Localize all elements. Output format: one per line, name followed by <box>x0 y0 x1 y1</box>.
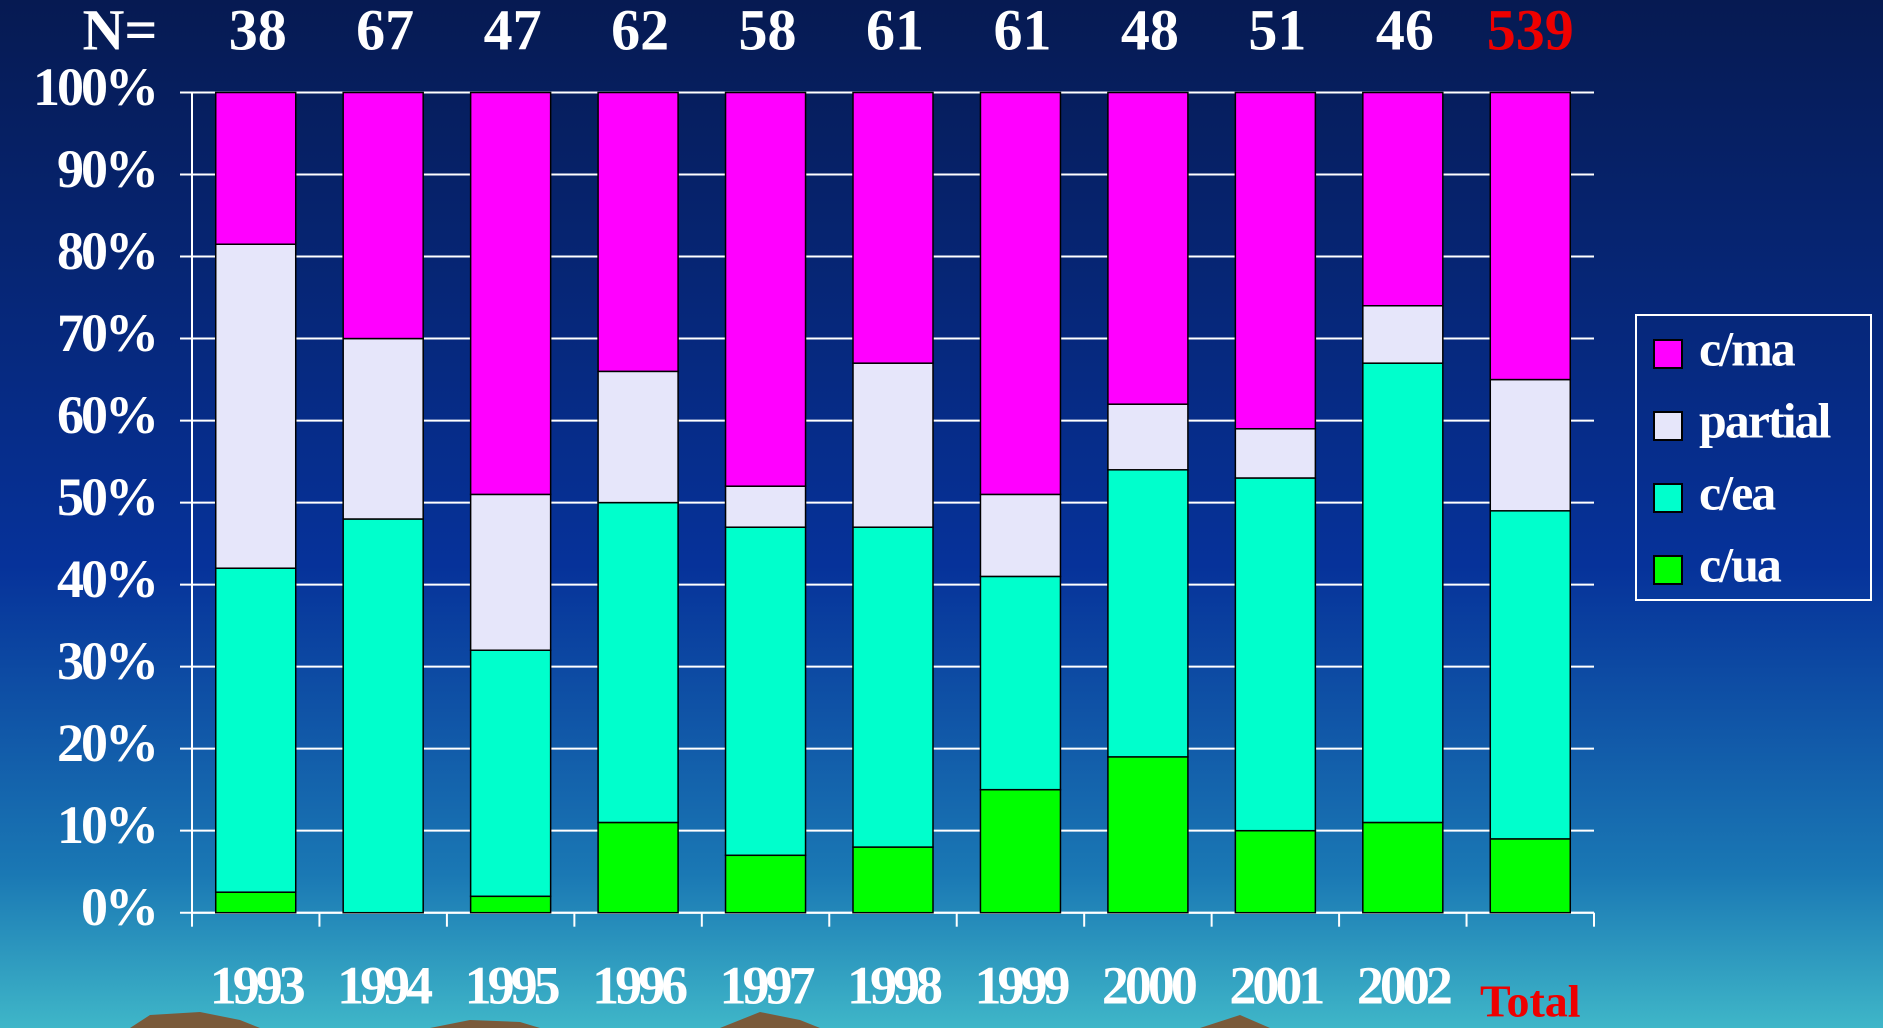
n-label: N= <box>83 0 158 62</box>
bar-segment <box>1489 838 1572 914</box>
bar-segment <box>979 493 1062 578</box>
y-tick-label: 70% <box>57 303 156 363</box>
legend-swatch <box>1653 411 1683 441</box>
legend-label: c/ea <box>1699 464 1776 520</box>
x-tick-label: 1994 <box>337 955 432 1015</box>
x-tick-label: 1998 <box>847 955 942 1015</box>
bar-segment <box>1107 403 1189 471</box>
bar-segment <box>1234 428 1317 479</box>
n-value: 38 <box>229 0 287 62</box>
bar-segment <box>1362 91 1444 307</box>
y-tick-label: 50% <box>57 467 156 527</box>
rocks <box>130 1012 1270 1028</box>
y-tick-label: 100% <box>33 57 156 117</box>
bar-segment <box>1362 821 1444 914</box>
y-tick-label: 30% <box>57 631 156 691</box>
x-tick-label: 2001 <box>1229 955 1323 1015</box>
bar-segment <box>342 91 424 340</box>
legend-swatch <box>1653 483 1683 513</box>
bar-segment <box>1107 469 1189 758</box>
x-tick-label: 1996 <box>592 955 687 1015</box>
bar-segment <box>1362 305 1444 364</box>
bar-segment <box>597 370 679 504</box>
n-value: 62 <box>611 0 669 62</box>
bar-segment <box>597 91 679 373</box>
n-value: 51 <box>1248 0 1306 62</box>
legend-swatch <box>1653 339 1683 369</box>
x-tick-label: 2000 <box>1102 955 1196 1015</box>
bar-segment <box>1489 510 1572 840</box>
bar-segment <box>979 91 1062 496</box>
bar-segment <box>1362 362 1444 824</box>
bar-segment <box>469 649 552 898</box>
y-tick-label: 90% <box>57 139 156 199</box>
n-value: 61 <box>993 0 1051 62</box>
bar-segment <box>1107 91 1189 405</box>
bar-segment <box>469 91 552 496</box>
y-tick-label: 10% <box>57 795 156 855</box>
bar-segment <box>469 493 552 651</box>
bar-segment <box>724 526 807 857</box>
y-tick-label: 0% <box>81 877 156 937</box>
y-tick-label: 20% <box>57 713 156 773</box>
n-value: 47 <box>484 0 542 62</box>
legend-label: c/ua <box>1699 536 1782 592</box>
bar-segment <box>1489 91 1572 381</box>
legend-swatch <box>1653 555 1683 585</box>
bar-segment <box>852 91 934 364</box>
x-tick-label: 1997 <box>720 955 815 1015</box>
bar-segment <box>469 895 552 914</box>
bar-segment <box>597 821 679 914</box>
n-value: 61 <box>866 0 924 62</box>
x-tick-label: 1999 <box>974 955 1069 1015</box>
bar-segment <box>1234 477 1317 832</box>
bar-segment <box>1107 756 1189 914</box>
bar-segment <box>214 243 297 569</box>
bar-segment <box>852 526 934 848</box>
n-value: 67 <box>356 0 414 62</box>
y-tick-label: 80% <box>57 221 156 281</box>
n-value: 58 <box>739 0 797 62</box>
bar-segment <box>214 567 297 893</box>
y-tick-label: 60% <box>57 385 156 445</box>
bar-segment <box>852 362 934 528</box>
n-value: 46 <box>1376 0 1434 62</box>
bar-segment <box>724 485 807 528</box>
y-tick-label: 40% <box>57 549 156 609</box>
bar-segment <box>852 846 934 914</box>
legend-label: partial <box>1699 392 1832 448</box>
legend-box <box>1635 314 1872 601</box>
x-tick-label: 1995 <box>465 955 560 1015</box>
bar-segment <box>979 788 1062 914</box>
n-value: 539 <box>1487 0 1574 62</box>
bar-segment <box>1234 91 1317 430</box>
bar-segment <box>979 575 1062 791</box>
x-tick-label: 1993 <box>210 955 305 1015</box>
bar-segment <box>214 891 297 914</box>
bar-segment <box>1489 378 1572 512</box>
legend-label: c/ma <box>1699 320 1796 376</box>
bar-segment <box>1234 829 1317 914</box>
bar-segment <box>342 337 424 520</box>
bar-segment <box>597 501 679 824</box>
x-tick-label: Total <box>1480 976 1581 1027</box>
bar-segment <box>214 91 297 245</box>
x-tick-label: 2002 <box>1357 955 1451 1015</box>
bar-segment <box>724 854 807 914</box>
bar-segment <box>724 91 807 487</box>
n-value: 48 <box>1121 0 1179 62</box>
bar-segment <box>342 518 424 914</box>
